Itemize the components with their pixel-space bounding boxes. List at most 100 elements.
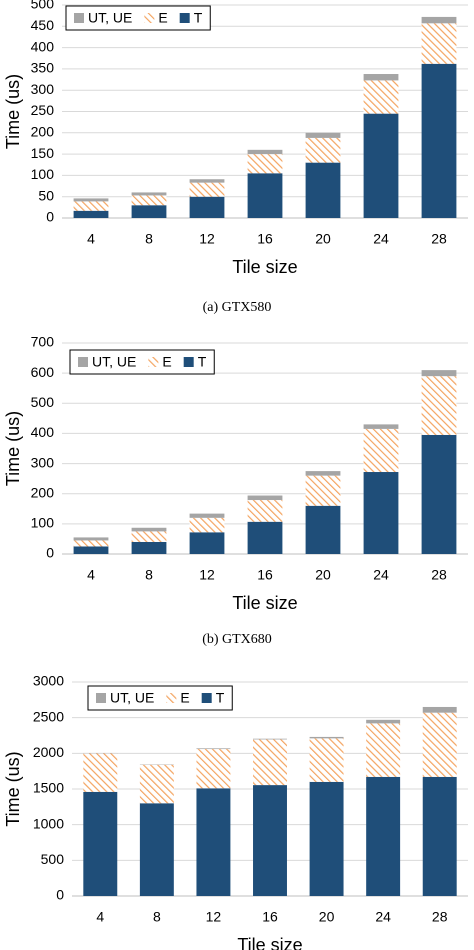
bar-segment [131,192,167,196]
legend-swatch [148,357,159,367]
legend-swatch [144,13,155,23]
y-tick-label: 300 [31,81,55,97]
legend-swatch [166,693,177,703]
y-axis-title: Time (us) [3,411,23,486]
x-axis-title: Tile size [237,935,302,950]
bar-segment [73,540,109,547]
bar-segment [421,376,457,435]
legend-label: UT, UE [92,354,136,370]
legend-swatch [78,357,88,367]
y-tick-label: 400 [31,38,55,54]
bar-segment [83,753,118,792]
x-tick-label: 24 [375,909,391,925]
x-tick-label: 16 [262,909,278,925]
bar-segment [309,736,344,739]
bar-segment [139,803,174,896]
caption: (a) GTX580 [203,300,272,315]
bar-segment [363,80,399,114]
x-axis-title: Tile size [232,593,297,613]
bar-segment [366,723,401,777]
y-tick-label: 0 [56,887,64,903]
bar-segment [253,785,287,896]
x-tick-label: 20 [315,231,331,247]
y-tick-label: 350 [31,60,55,76]
bar-segment [366,719,401,724]
y-tick-label: 0 [46,209,54,225]
bar-segment [73,198,109,202]
x-tick-label: 28 [431,567,447,583]
legend-label: E [180,690,189,706]
bar-segment [253,738,287,740]
bar-segment [363,113,399,218]
bar-segment [305,471,341,476]
y-tick-label: 2500 [33,708,64,724]
bar-segment [421,23,457,64]
bar-segment [196,788,231,896]
legend-label: UT, UE [88,10,132,26]
y-tick-label: 500 [41,851,65,867]
y-tick-label: 200 [31,484,55,500]
y-tick-label: 150 [31,145,55,161]
bar-segment [131,195,167,206]
y-tick-label: 0 [46,545,54,561]
y-tick-label: 100 [31,166,55,182]
x-tick-label: 8 [153,909,161,925]
bar-segment [131,205,167,218]
bar-segment [131,527,167,532]
bar-segment [309,781,344,896]
bar-segment [196,748,231,750]
legend-swatch [201,693,212,703]
bar-segment [253,739,287,786]
bar-segment [247,495,283,501]
bar-segment [189,513,225,518]
bar-segment [131,531,167,542]
bar-segment [422,706,457,713]
bar-segment [83,791,118,896]
bar-segment [247,149,283,155]
y-axis-title: Time (us) [3,751,23,826]
legend-swatch [183,357,194,367]
x-tick-label: 24 [373,231,389,247]
y-tick-label: 3000 [33,673,64,689]
legend-box [69,349,215,375]
bar-segment [73,210,109,218]
caption: (b) GTX680 [202,632,272,647]
bar-segment [189,182,225,197]
x-tick-label: 16 [257,567,273,583]
x-tick-label: 8 [145,567,153,583]
bar-segment [189,517,225,533]
x-tick-label: 28 [431,231,447,247]
y-tick-label: 50 [38,187,54,203]
legend-label: E [162,354,171,370]
bar-segment [247,521,283,554]
bar-segment [305,505,341,554]
y-tick-label: 100 [31,515,55,531]
bar-segment [421,63,457,219]
x-tick-label: 28 [432,909,448,925]
bar-segment [196,749,231,789]
bar-segment [305,475,341,506]
bar-segment [422,712,457,777]
bar-segment [139,764,174,804]
y-tick-label: 600 [31,364,55,380]
bar-segment [247,173,283,218]
y-tick-label: 400 [31,424,55,440]
legend: UT, UE E T [69,349,215,375]
x-tick-label: 4 [87,231,95,247]
legend-label: T [198,354,207,370]
bar-segment [305,132,341,138]
bar-segment [363,74,399,81]
bar-segment [421,434,457,554]
legend-label: UT, UE [110,690,154,706]
bar-segment [247,500,283,522]
y-tick-label: 500 [31,394,55,410]
bar-segment [73,537,109,541]
y-tick-label: 250 [31,102,55,118]
bar-segment [189,532,225,554]
y-tick-label: 1000 [33,815,64,831]
bar-segment [366,776,401,896]
bar-segment [422,776,457,896]
y-axis-title: Time (us) [3,74,23,149]
bar-segment [421,16,457,24]
